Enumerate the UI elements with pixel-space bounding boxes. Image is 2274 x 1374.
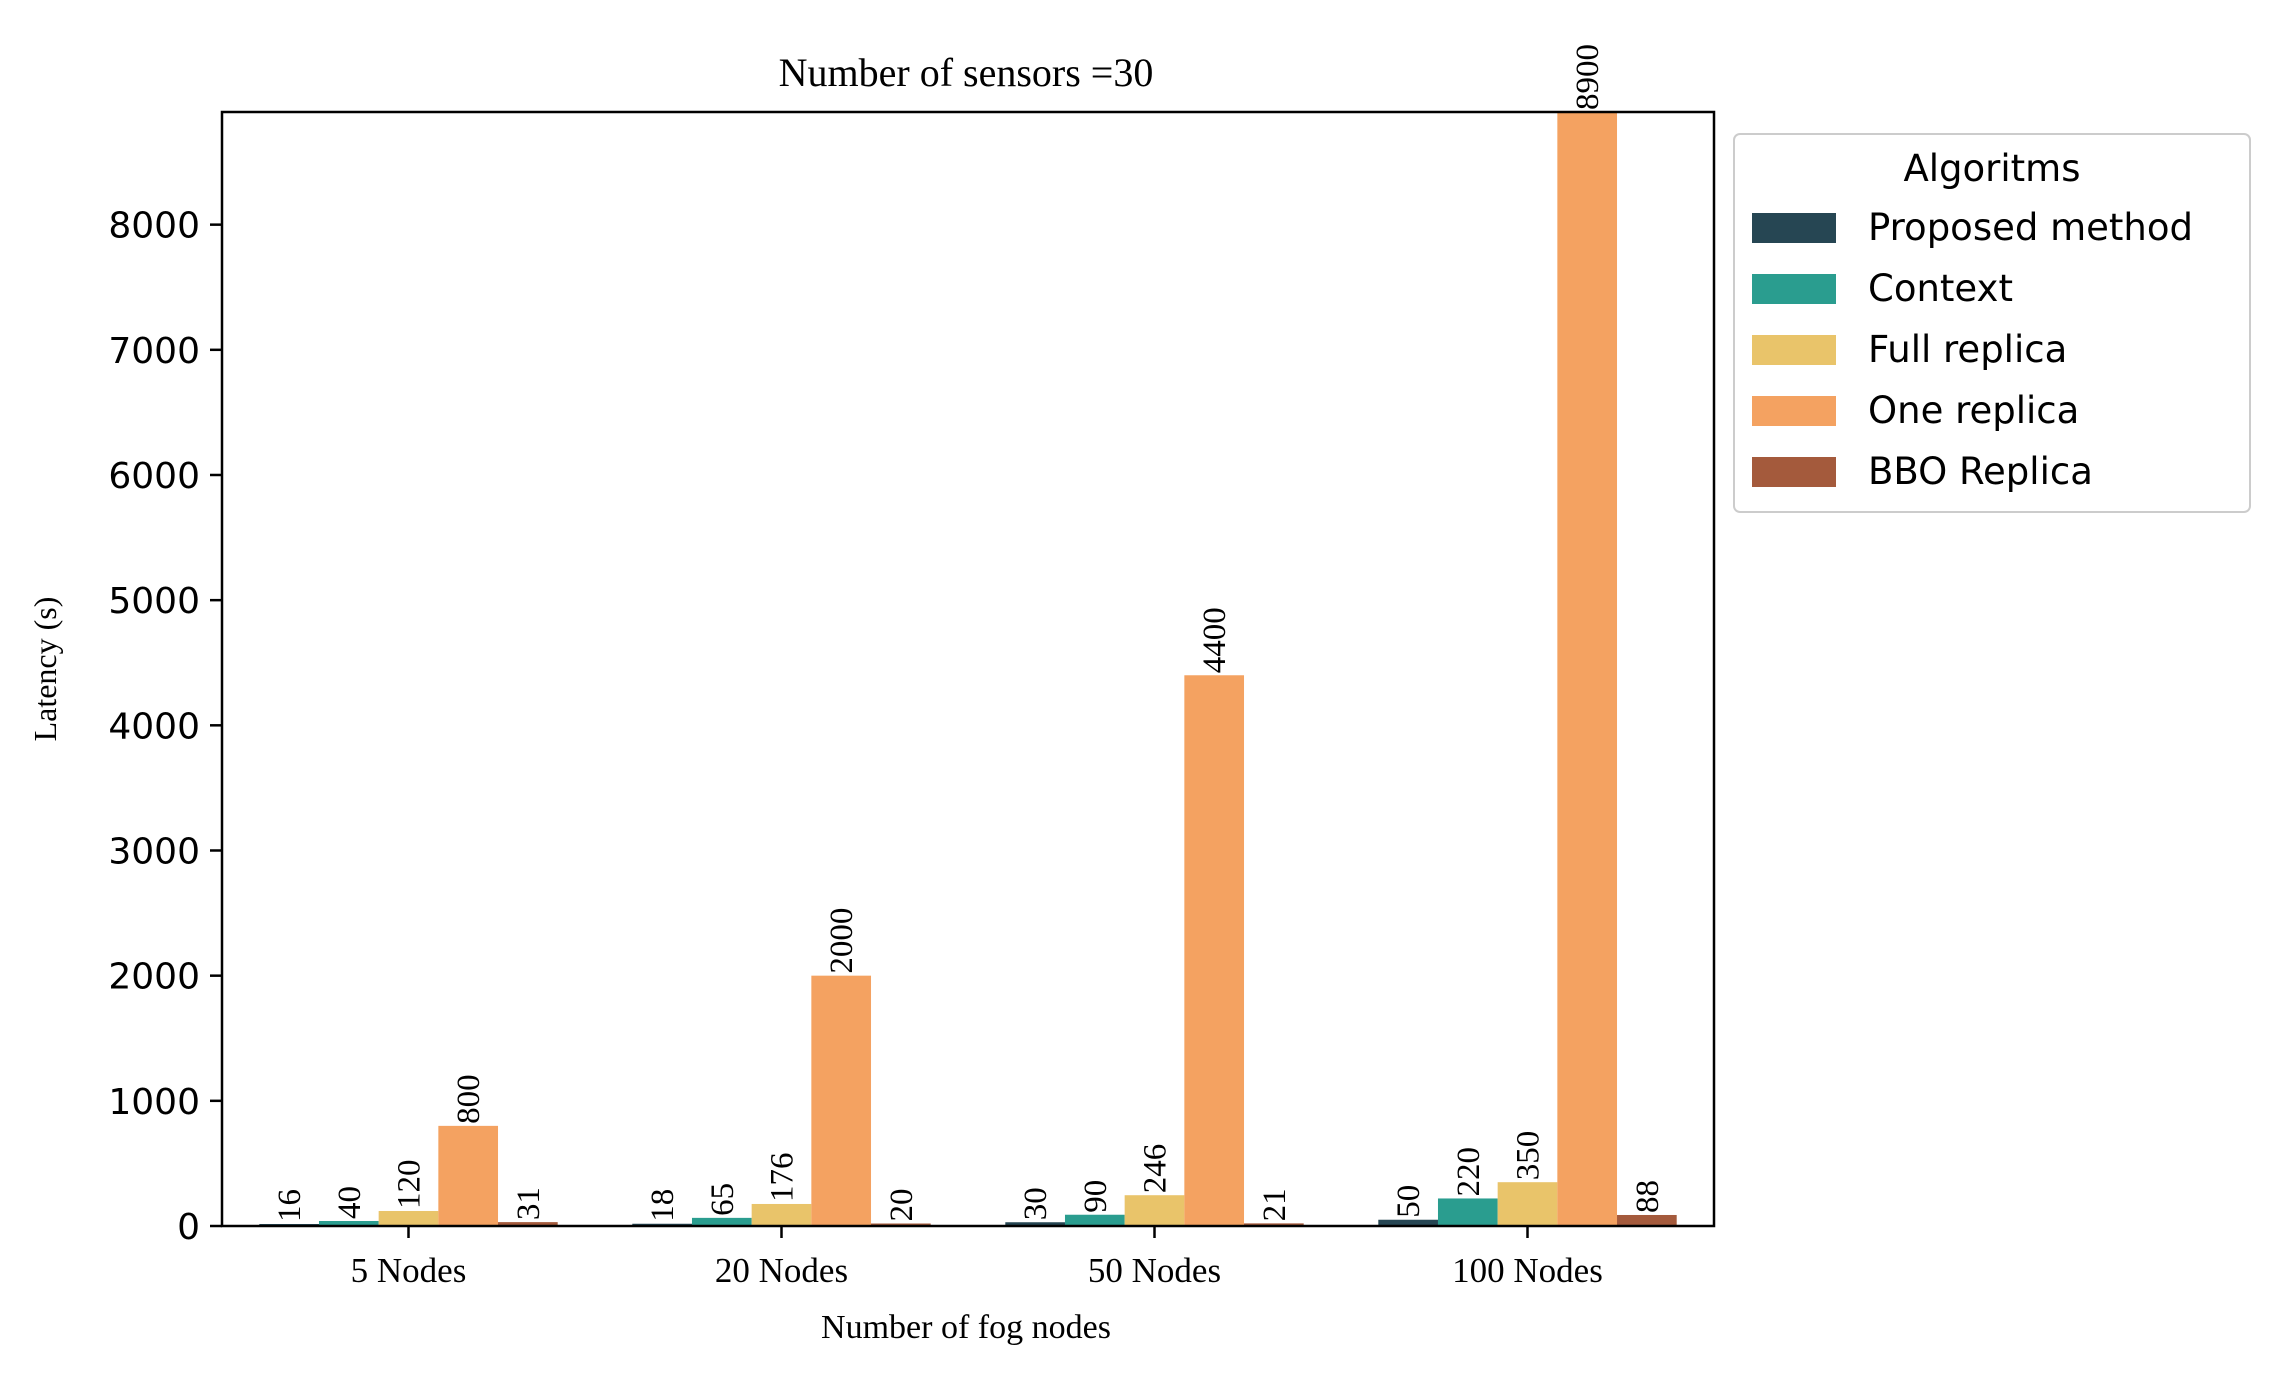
chart-title: Number of sensors =30 (779, 50, 1154, 95)
bar-value-label: 20 (884, 1188, 920, 1221)
bar-value-label: 40 (332, 1186, 368, 1219)
bar (318, 1220, 379, 1226)
bar (1617, 1214, 1677, 1226)
bars-group (259, 112, 1677, 1226)
legend-items: Proposed method Context Full replica One re… (1752, 206, 2193, 493)
bar (1437, 1198, 1498, 1226)
y-tick-label: 3000 (108, 831, 200, 872)
legend-swatch (1752, 457, 1836, 487)
x-tick-label: 20 Nodes (715, 1251, 848, 1290)
legend-label: BBO Replica (1868, 450, 2093, 493)
bar (1005, 1222, 1065, 1226)
y-tick-label: 4000 (108, 706, 200, 747)
y-tick-label: 2000 (108, 957, 200, 998)
bar-value-label: 220 (1451, 1147, 1487, 1197)
bar (1184, 675, 1245, 1226)
bar-value-label: 30 (1018, 1187, 1054, 1220)
legend-swatch (1752, 396, 1836, 426)
bar (1244, 1223, 1304, 1226)
y-axis: 0 1000 2000 3000 4000 5000 6000 7000 8000 (108, 206, 222, 1248)
bar (811, 975, 872, 1226)
bar (1064, 1214, 1125, 1226)
bar-value-label: 800 (451, 1074, 487, 1124)
bar-value-label: 90 (1078, 1180, 1114, 1213)
y-tick-label: 6000 (108, 456, 200, 497)
bar (871, 1223, 931, 1226)
bar-value-label: 176 (765, 1152, 801, 1202)
y-tick-label: 8000 (108, 206, 200, 247)
y-tick-label: 0 (177, 1207, 200, 1248)
y-tick-label: 1000 (108, 1082, 200, 1123)
x-tick-label: 100 Nodes (1452, 1251, 1603, 1290)
legend-swatch (1752, 335, 1836, 365)
legend-swatch (1752, 213, 1836, 243)
bar-value-label: 16 (272, 1189, 308, 1222)
x-tick-label: 50 Nodes (1088, 1251, 1221, 1290)
bar-value-label: 31 (511, 1187, 547, 1220)
bar-value-label: 88 (1630, 1180, 1666, 1213)
legend-label: Proposed method (1868, 206, 2193, 249)
bar-value-label: 120 (392, 1159, 428, 1209)
bar (438, 1125, 499, 1226)
y-tick-label: 7000 (108, 331, 200, 372)
bar (751, 1203, 812, 1226)
x-axis-label: Number of fog nodes (821, 1309, 1111, 1346)
legend: Algoritms Proposed method Context Full rep… (1733, 133, 2251, 513)
bar-value-label: 4400 (1197, 607, 1233, 673)
bar-value-label: 21 (1257, 1188, 1293, 1221)
x-axis: 5 Nodes 20 Nodes 50 Nodes 100 Nodes (351, 1226, 1603, 1290)
legend-label: Full replica (1868, 328, 2067, 371)
bar-value-label: 50 (1391, 1185, 1427, 1218)
bar-value-label: 8900 (1570, 44, 1606, 110)
bar (1378, 1219, 1438, 1226)
bar (1557, 112, 1618, 1226)
y-axis-label: Latency (s) (27, 597, 63, 742)
bar (691, 1217, 752, 1226)
bar-value-label: 65 (705, 1183, 741, 1216)
bar-value-label: 18 (645, 1189, 681, 1222)
bar (378, 1210, 439, 1226)
legend-label: One replica (1868, 389, 2079, 432)
legend-swatch (1752, 274, 1836, 304)
legend-title: Algoritms (1903, 147, 2080, 190)
bar-value-label: 2000 (824, 908, 860, 974)
bar-value-label: 350 (1511, 1131, 1547, 1181)
legend-frame (1733, 133, 2251, 513)
bar-value-label: 246 (1138, 1144, 1174, 1194)
bar (1124, 1195, 1185, 1226)
bar-labels-group: 16 18 30 50 40 65 90 220 120 176 246 350 800 2000 4400… (272, 44, 1666, 1222)
x-tick-label: 5 Nodes (351, 1251, 467, 1290)
bar (1497, 1182, 1558, 1226)
y-tick-label: 5000 (108, 581, 200, 622)
plot-frame (220, 110, 1716, 1228)
bar (498, 1222, 558, 1226)
legend-label: Context (1868, 267, 2013, 310)
